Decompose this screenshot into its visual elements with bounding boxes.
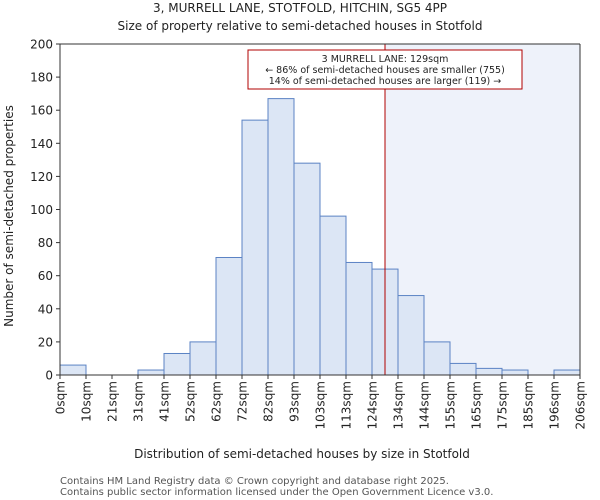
y-tick-label: 20 <box>38 335 53 349</box>
x-tick-label: 144sqm <box>418 381 432 429</box>
y-tick-label: 0 <box>45 369 53 383</box>
y-tick-label: 160 <box>30 104 53 118</box>
x-tick-label: 155sqm <box>444 381 458 429</box>
x-tick-label: 52sqm <box>184 381 198 422</box>
bar <box>267 98 295 376</box>
y-tick-label: 180 <box>30 71 53 85</box>
bar <box>59 364 87 376</box>
bar <box>241 119 269 376</box>
bar <box>501 369 529 376</box>
annotation-line-1: 3 MURRELL LANE: 129sqm <box>322 54 449 65</box>
bar <box>319 215 347 376</box>
bar <box>475 367 503 376</box>
x-tick-label: 165sqm <box>470 381 484 429</box>
bar <box>553 369 581 376</box>
x-tick-label: 185sqm <box>522 381 536 429</box>
bar <box>423 341 451 376</box>
bar <box>449 362 477 376</box>
bar <box>137 369 165 376</box>
x-tick-label: 93sqm <box>288 381 302 422</box>
chart-subtitle: Size of property relative to semi-detach… <box>118 19 483 33</box>
x-tick-label: 82sqm <box>262 381 276 422</box>
bar <box>163 352 191 376</box>
x-tick-label: 113sqm <box>340 381 354 429</box>
x-tick-label: 134sqm <box>392 381 406 429</box>
chart-title: 3, MURRELL LANE, STOTFOLD, HITCHIN, SG5 … <box>153 1 447 15</box>
annotation-box: 3 MURRELL LANE: 129sqm ← 86% of semi-det… <box>247 49 523 90</box>
x-tick-label: 124sqm <box>366 381 380 429</box>
y-tick-label: 120 <box>30 170 53 184</box>
x-ticks-group: 0sqm 10sqm 21sqm 31sqm 41sqm 52sqm 62sqm 72sqm 8… <box>54 375 588 429</box>
y-ticks-group: 0 20 40 60 80 100 120 140 160 180 200 <box>30 38 60 383</box>
x-tick-label: 196sqm <box>548 381 562 429</box>
x-tick-label: 41sqm <box>158 381 172 422</box>
x-tick-label: 31sqm <box>132 381 146 422</box>
x-tick-label: 103sqm <box>314 381 328 429</box>
annotation-line-3: 14% of semi-detached houses are larger (… <box>269 76 502 87</box>
x-tick-label: 206sqm <box>574 381 588 429</box>
x-tick-label: 21sqm <box>106 381 120 422</box>
annotation-line-2: ← 86% of semi-detached houses are smalle… <box>265 65 505 76</box>
y-tick-label: 200 <box>30 38 53 52</box>
footer-line-1: Contains HM Land Registry data © Crown c… <box>60 476 449 487</box>
bar <box>189 341 217 376</box>
x-tick-label: 0sqm <box>54 381 68 414</box>
y-axis-label: Number of semi-detached properties <box>2 105 16 327</box>
y-tick-label: 80 <box>38 236 53 250</box>
y-tick-label: 100 <box>30 203 53 217</box>
bar <box>345 261 373 376</box>
annotation-border <box>247 49 523 90</box>
x-tick-label: 72sqm <box>236 381 250 422</box>
x-tick-label: 62sqm <box>210 381 224 422</box>
x-tick-label: 10sqm <box>80 381 94 422</box>
y-tick-label: 60 <box>38 269 53 283</box>
bar <box>397 295 425 376</box>
footer-line-2: Contains public sector information licen… <box>60 487 493 498</box>
x-tick-label: 175sqm <box>496 381 510 429</box>
x-axis-label: Distribution of semi-detached houses by … <box>134 447 470 461</box>
bar <box>215 256 243 376</box>
y-tick-label: 140 <box>30 137 53 151</box>
y-tick-label: 40 <box>38 302 53 316</box>
bar <box>293 162 321 376</box>
